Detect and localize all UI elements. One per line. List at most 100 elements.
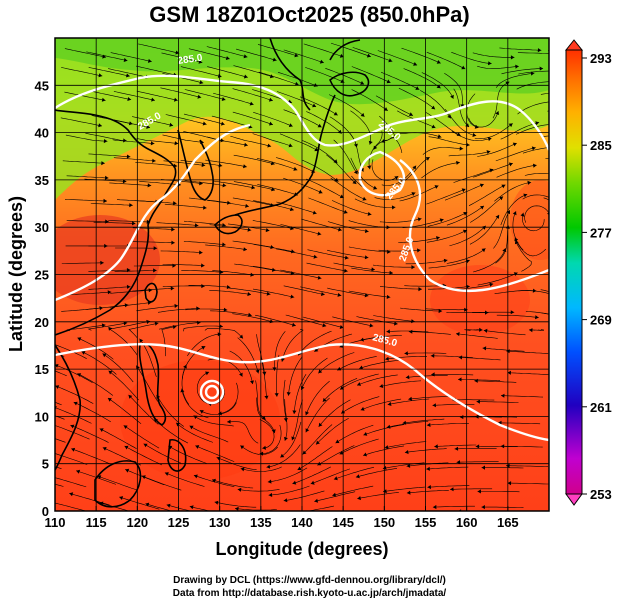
streamline-arrow xyxy=(219,324,223,329)
streamline xyxy=(206,136,248,146)
credit-drawing: Drawing by DCL (https://www.gfd-dennou.o… xyxy=(173,575,446,586)
streamline-arrow xyxy=(267,479,272,484)
streamline-arrow xyxy=(456,160,460,165)
streamline-arrow xyxy=(98,123,102,128)
streamline xyxy=(426,466,469,470)
streamline-arrow xyxy=(223,307,228,312)
streamline xyxy=(232,197,275,207)
streamline-arrow xyxy=(425,157,430,161)
streamline xyxy=(421,72,454,99)
streamline xyxy=(180,160,223,167)
streamline-arrow xyxy=(436,236,440,241)
streamline xyxy=(292,466,332,485)
streamline xyxy=(430,355,473,358)
streamline-arrow xyxy=(332,492,337,497)
streamline xyxy=(444,183,484,201)
streamline xyxy=(233,154,275,165)
streamline-arrow xyxy=(148,288,153,293)
streamline xyxy=(113,91,155,101)
streamline-arrow xyxy=(173,97,178,102)
streamline-arrow xyxy=(479,327,483,332)
streamline xyxy=(93,221,136,224)
streamline xyxy=(161,326,177,357)
streamline-arrow xyxy=(269,319,274,324)
streamline-arrow xyxy=(437,134,442,139)
streamline xyxy=(428,136,470,146)
streamline-arrow xyxy=(507,370,511,375)
streamline xyxy=(403,68,441,89)
streamline-arrow xyxy=(529,328,533,333)
streamline-arrow xyxy=(369,323,374,328)
streamline-arrow xyxy=(283,418,288,422)
streamline-arrow xyxy=(322,397,327,402)
streamline-arrow xyxy=(202,121,207,126)
colorbar-bottom-arrow xyxy=(565,493,583,506)
streamline-arrow xyxy=(292,480,297,485)
streamline xyxy=(55,407,92,424)
streamline-arrow xyxy=(77,337,82,342)
streamline-arrow xyxy=(101,323,106,328)
streamline-arrow xyxy=(126,73,130,78)
streamline-arrow xyxy=(360,112,365,117)
streamline xyxy=(427,485,470,488)
streamline-arrow xyxy=(77,373,82,377)
streamline xyxy=(188,285,231,288)
streamline-arrow xyxy=(489,282,494,287)
streamline xyxy=(237,489,280,492)
streamline-arrow xyxy=(193,474,198,479)
streamline xyxy=(181,270,224,273)
streamline xyxy=(306,262,348,272)
streamline-arrow xyxy=(226,285,231,290)
streamline-arrow xyxy=(212,478,216,483)
streamline xyxy=(448,150,491,157)
streamline xyxy=(90,203,133,206)
streamline xyxy=(145,503,173,511)
streamline xyxy=(180,66,222,78)
streamline-arrow xyxy=(531,146,536,151)
streamline-arrow xyxy=(465,123,470,127)
streamline-arrow xyxy=(402,420,407,425)
streamline-arrow xyxy=(153,268,157,273)
streamline xyxy=(285,314,327,327)
streamline-arrow xyxy=(305,411,309,416)
streamline xyxy=(62,160,105,164)
streamline-arrow xyxy=(353,143,358,148)
streamline-arrow xyxy=(270,245,274,250)
streamline-arrow xyxy=(364,229,369,233)
streamline-arrow xyxy=(171,227,175,232)
streamline-arrow xyxy=(251,185,255,190)
streamline xyxy=(162,264,205,266)
streamline xyxy=(408,396,451,400)
streamline-arrow xyxy=(561,145,565,149)
streamline-arrow xyxy=(386,294,391,299)
streamline xyxy=(335,424,374,444)
streamline xyxy=(330,177,367,201)
coastline-japan-honshu xyxy=(234,94,336,216)
streamline xyxy=(252,133,293,147)
streamline xyxy=(81,351,117,375)
streamline-arrow xyxy=(411,192,416,196)
streamline xyxy=(477,65,519,69)
longitude-tick-label: 145 xyxy=(332,515,354,530)
streamline xyxy=(427,211,468,227)
streamline xyxy=(184,89,226,101)
streamline xyxy=(357,492,399,499)
streamline xyxy=(518,290,549,294)
streamline-arrow xyxy=(262,445,266,450)
streamline-arrow xyxy=(261,415,266,420)
streamline xyxy=(240,466,282,472)
streamline xyxy=(61,262,104,264)
streamline xyxy=(431,374,474,376)
latitude-tick-label: 15 xyxy=(35,362,49,377)
streamline xyxy=(330,42,371,57)
coastline-taiwan xyxy=(144,282,158,303)
streamline xyxy=(494,181,532,202)
streamline xyxy=(207,200,249,207)
streamline-arrow xyxy=(586,109,590,113)
latitude-tick-label: 0 xyxy=(42,504,49,519)
streamline-arrow xyxy=(317,231,322,236)
streamline-arrow xyxy=(73,401,78,406)
streamline xyxy=(268,485,310,496)
streamline-arrow xyxy=(172,325,177,330)
streamline-arrow xyxy=(439,218,444,223)
